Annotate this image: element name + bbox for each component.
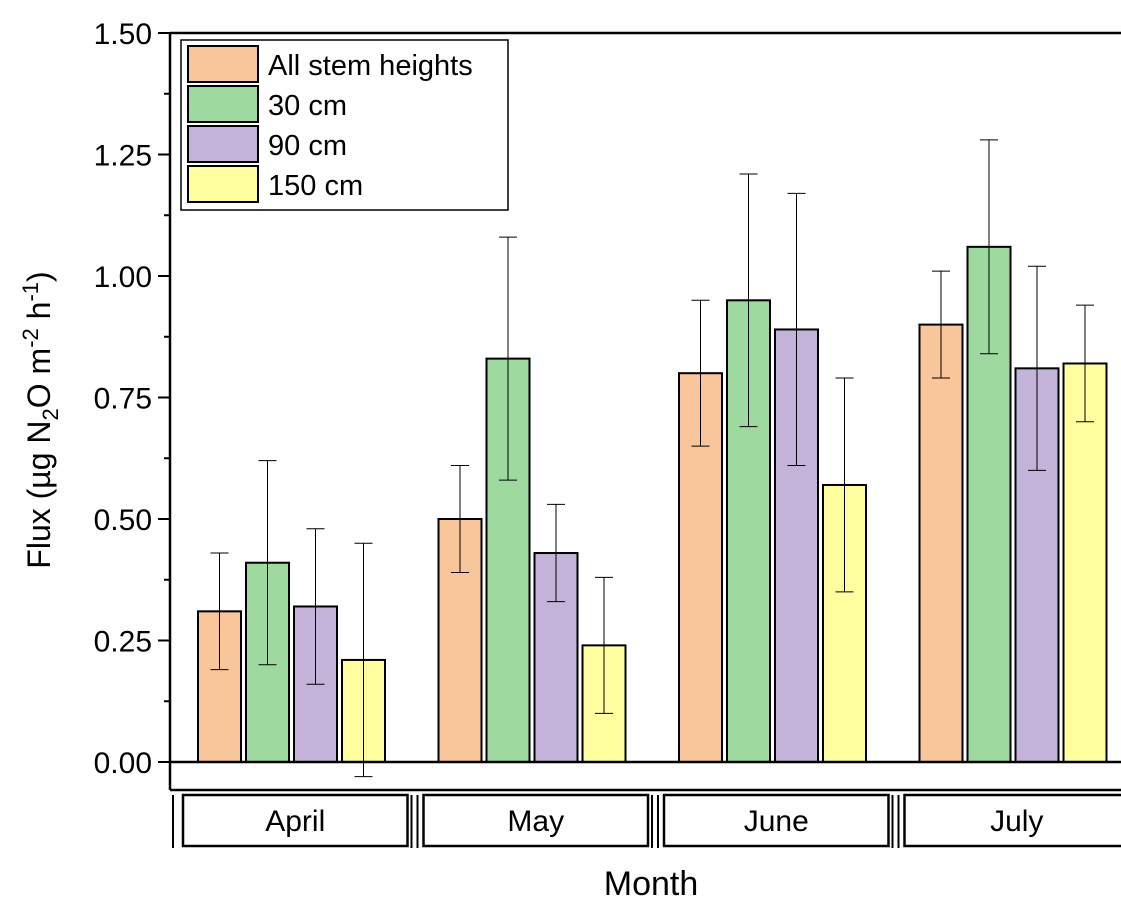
y-axis-title-sup1: -2 — [18, 328, 43, 348]
legend: All stem heights 30 cm 90 cm 150 cm — [181, 40, 508, 210]
y-axis-title-prefix: Flux (µg N — [21, 420, 57, 568]
y-axis-ticks: 0.00 0.25 0.50 0.75 1.00 1.25 1.50 — [94, 18, 170, 780]
legend-label: 150 cm — [268, 170, 363, 202]
bar — [1064, 363, 1107, 762]
y-axis-title-sub: 2 — [38, 408, 63, 420]
y-tick-label: 0.25 — [94, 626, 152, 659]
y-tick-label: 1.50 — [94, 18, 152, 51]
legend-swatch — [188, 46, 258, 82]
y-axis-title-sup2: -1 — [18, 282, 43, 302]
y-tick-label: 1.00 — [94, 261, 152, 294]
x-axis-title: Month — [604, 865, 699, 903]
y-axis-title-mid: O m — [21, 348, 57, 408]
y-axis-title: Flux (µg N2O m-2 h-1) — [18, 271, 63, 568]
bars-layer — [198, 140, 1107, 777]
legend-swatch — [188, 166, 258, 202]
category-boxes: April May June July — [173, 795, 1121, 848]
y-tick-label: 0.75 — [94, 383, 152, 416]
category-label: June — [744, 805, 809, 838]
bar — [920, 325, 963, 762]
y-axis-title-mid2: h — [21, 302, 57, 329]
y-axis-title-suffix: ) — [21, 271, 57, 282]
category-label: April — [265, 805, 325, 838]
y-tick-label: 1.25 — [94, 140, 152, 173]
legend-label: 30 cm — [268, 90, 347, 122]
legend-swatch — [188, 126, 258, 162]
category-label: July — [990, 805, 1043, 838]
legend-swatch — [188, 86, 258, 122]
y-tick-label: 0.00 — [94, 747, 152, 780]
category-label: May — [507, 805, 564, 838]
y-tick-label: 0.50 — [94, 504, 152, 537]
legend-label: 90 cm — [268, 130, 347, 162]
legend-label: All stem heights — [268, 50, 473, 82]
